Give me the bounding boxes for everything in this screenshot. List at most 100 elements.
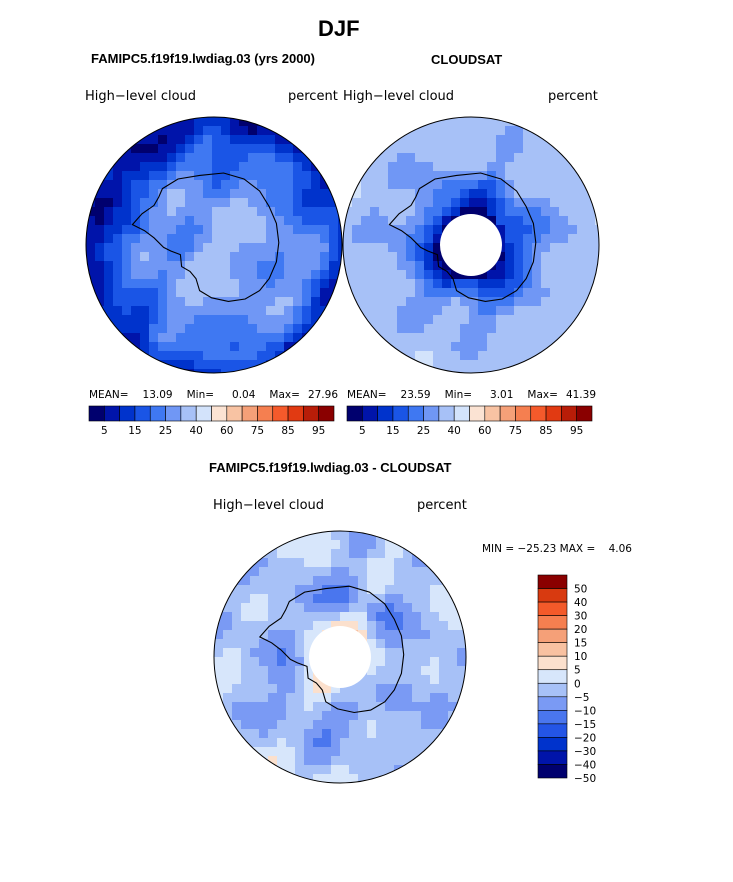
panel3-data-cell — [394, 666, 404, 676]
panel2-data-cell — [379, 342, 389, 352]
panel1-data-cell — [230, 360, 240, 370]
panel2-data-cell — [568, 198, 578, 208]
panel3-data-cell — [448, 621, 458, 631]
panel3-data-cell — [223, 729, 233, 739]
panel2-data-cell — [496, 207, 506, 217]
panel1-data-cell — [302, 189, 312, 199]
panel2-data-cell — [379, 243, 389, 253]
panel3-data-cell — [259, 621, 269, 631]
panel2-data-cell — [388, 243, 398, 253]
panel2-data-cell — [379, 279, 389, 289]
panel3-data-cell — [286, 531, 296, 541]
panel1-data-cell — [230, 126, 240, 136]
panel3-data-cell — [385, 621, 395, 631]
panel1-data-cell — [131, 162, 141, 172]
panel3-data-cell — [439, 567, 449, 577]
panel3-data-cell — [367, 594, 377, 604]
panel2-data-cell — [361, 351, 371, 361]
panel1-data-cell — [149, 117, 159, 127]
panel3-data-cell — [349, 585, 359, 595]
panel2-data-cell — [451, 306, 461, 316]
panel1-data-cell — [230, 279, 240, 289]
panel2-data-cell — [388, 324, 398, 334]
panel1-data-cell — [293, 135, 303, 145]
panel2-data-cell — [433, 234, 443, 244]
panel2-data-cell — [424, 180, 434, 190]
panel3-data-cell — [448, 684, 458, 694]
panel3-data-cell — [304, 747, 314, 757]
panel1-data-cell — [266, 216, 276, 226]
panel2-data-cell — [541, 153, 551, 163]
panel3-colorbar-swatch — [537, 750, 568, 765]
panel1-data-cell — [194, 117, 204, 127]
panel1-data-cell — [230, 252, 240, 262]
panel3-data-cell — [340, 729, 350, 739]
panel1-data-cell — [311, 279, 321, 289]
panel2-data-cell — [541, 261, 551, 271]
panel2-data-cell — [514, 324, 524, 334]
panel3-colorbar-level-label: 50 — [574, 584, 587, 596]
panel1-data-cell — [158, 126, 168, 136]
panel2-data-cell — [379, 324, 389, 334]
panel2-data-cell — [379, 153, 389, 163]
panel3-data-cell — [412, 639, 422, 649]
panel2-data-cell — [487, 351, 497, 361]
panel1-data-cell — [86, 360, 96, 370]
panel3-data-cell — [367, 549, 377, 559]
panel2-data-cell — [586, 171, 596, 181]
panel2-data-cell — [442, 216, 452, 226]
panel2-data-cell — [442, 306, 452, 316]
panel1-data-cell — [284, 234, 294, 244]
panel3-data-cell — [457, 720, 466, 730]
panel3-data-cell — [259, 675, 269, 685]
panel3-colorbar-swatch — [537, 655, 568, 671]
panel2-data-cell — [379, 351, 389, 361]
panel3-data-cell — [340, 585, 350, 595]
panel1-data-cell — [86, 342, 96, 352]
panel3-colorbar-swatch — [537, 696, 568, 711]
panel1-data-cell — [113, 279, 123, 289]
panel1-data-cell — [239, 243, 249, 253]
panel3-data-cell — [394, 630, 404, 640]
panel1-data-cell — [230, 234, 240, 244]
panel1-data-cell — [95, 189, 105, 199]
panel2-data-cell — [586, 315, 596, 325]
panel2-data-cell — [532, 153, 542, 163]
panel1-data-cell — [311, 207, 321, 217]
panel3-data-cell — [313, 612, 323, 622]
panel2-data-cell — [379, 234, 389, 244]
panel1-data-cell — [194, 252, 204, 262]
panel2-data-cell — [442, 324, 452, 334]
panel2-data-cell — [442, 297, 452, 307]
panel1-data-cell — [266, 234, 276, 244]
panel2-data-cell — [469, 333, 479, 343]
panel3-data-cell — [241, 630, 251, 640]
panel2-data-cell — [352, 360, 362, 370]
panel2-data-cell — [550, 288, 560, 298]
panel3-data-cell — [268, 765, 278, 775]
panel3-data-cell — [367, 657, 377, 667]
panel1-data-cell — [86, 135, 96, 145]
panel2-data-cell — [343, 342, 353, 352]
panel3-data-cell — [241, 585, 251, 595]
panel1-data-cell — [230, 315, 240, 325]
panel3-data-cell — [259, 720, 269, 730]
panel3-data-cell — [385, 693, 395, 703]
panel2-data-cell — [595, 180, 599, 190]
panel2-data-cell — [550, 324, 560, 334]
panel2-data-cell — [550, 153, 560, 163]
panel1-data-cell — [104, 369, 114, 373]
panel2-data-cell — [568, 189, 578, 199]
panel2-data-cell — [433, 297, 443, 307]
panel3-data-cell — [448, 675, 458, 685]
panel3-data-cell — [358, 747, 368, 757]
panel1-data-cell — [131, 234, 141, 244]
panel3-data-cell — [403, 774, 413, 783]
panel2-data-cell — [397, 243, 407, 253]
panel1-colorbar-swatch — [272, 405, 289, 422]
panel2-data-cell — [388, 162, 398, 172]
panel2-data-cell — [559, 198, 569, 208]
panel3-data-cell — [304, 774, 314, 783]
panel3-data-cell — [286, 621, 296, 631]
panel3-data-cell — [349, 540, 359, 550]
